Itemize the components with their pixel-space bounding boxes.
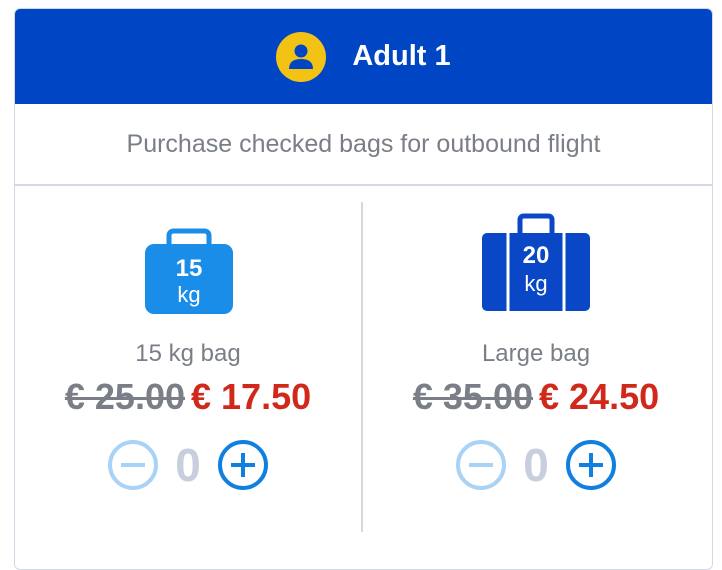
bag-name: 15 kg bag xyxy=(135,340,241,367)
svg-text:kg: kg xyxy=(524,271,547,296)
user-avatar-icon xyxy=(276,31,327,82)
svg-text:20: 20 xyxy=(523,242,550,269)
bag-name: Large bag xyxy=(481,340,591,367)
passenger-bag-card: Adult 1 Purchase checked bags for outbou… xyxy=(14,8,713,570)
decrement-button[interactable] xyxy=(455,439,507,491)
discounted-price: € 17.50 xyxy=(191,376,312,417)
svg-text:15: 15 xyxy=(176,255,203,282)
svg-text:kg: kg xyxy=(177,282,200,307)
passenger-header: Adult 1 xyxy=(15,9,712,104)
quantity-value: 0 xyxy=(175,439,201,491)
large-suitcase-icon: 20 kg xyxy=(482,213,590,311)
section-subtitle: Purchase checked bags for outbound fligh… xyxy=(15,104,712,186)
decrement-button[interactable] xyxy=(107,439,159,491)
bag-option-15kg: 15 kg 15 kg bag € 25.00 € 17.50 0 xyxy=(15,186,361,492)
increment-button[interactable] xyxy=(565,439,617,491)
passenger-title: Adult 1 xyxy=(352,40,451,72)
original-price: € 25.00 xyxy=(64,376,185,417)
discounted-price: € 24.50 xyxy=(539,376,660,417)
quantity-stepper: 0 xyxy=(15,438,361,492)
original-price: € 35.00 xyxy=(412,376,533,417)
increment-button[interactable] xyxy=(217,439,269,491)
small-suitcase-icon: 15 kg xyxy=(145,228,233,314)
quantity-value: 0 xyxy=(523,439,549,491)
quantity-stepper: 0 xyxy=(363,438,709,492)
column-divider xyxy=(361,202,363,532)
bag-option-large: 20 kg Large bag € 35.00 € 24.50 0 xyxy=(363,186,709,492)
